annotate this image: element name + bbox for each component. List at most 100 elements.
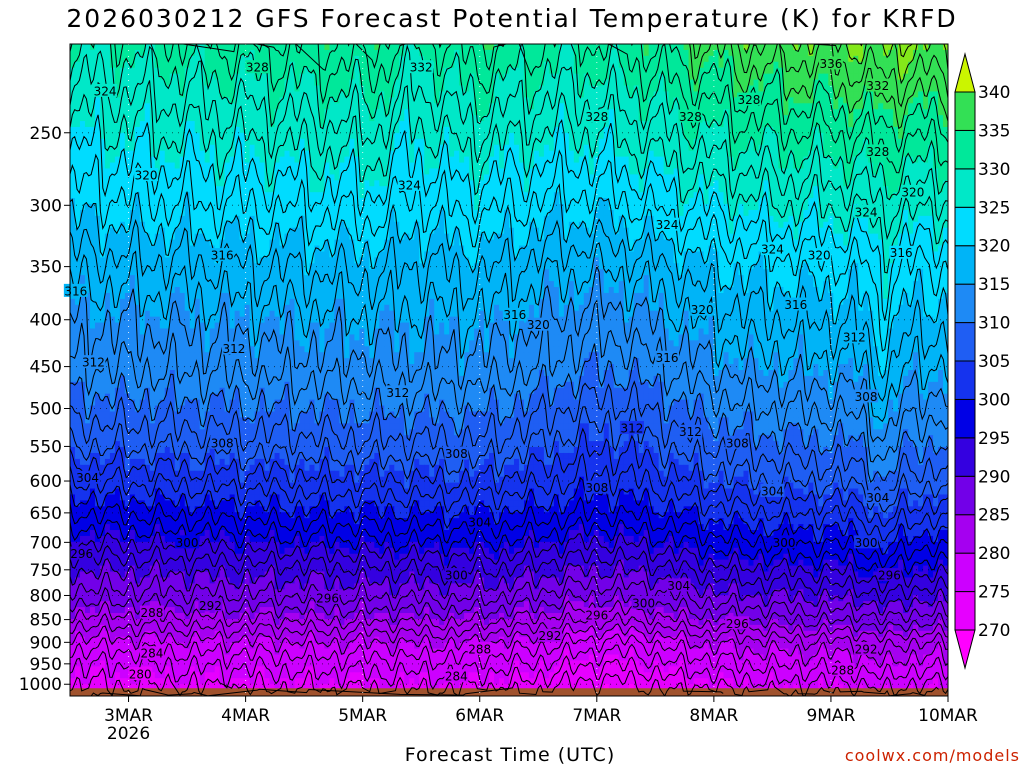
fill-cell — [384, 115, 390, 122]
fill-cell — [638, 61, 645, 69]
fill-cell — [558, 180, 565, 187]
fill-cell — [139, 150, 146, 158]
fill-cell — [394, 168, 400, 175]
fill-cell — [923, 109, 929, 116]
fill-cell — [643, 73, 650, 81]
fill-cell — [583, 144, 590, 152]
fill-cell — [678, 79, 685, 87]
fill-cell — [723, 192, 730, 199]
fill-cell — [70, 121, 76, 128]
fill-cell — [813, 180, 819, 187]
fill-cell — [124, 204, 131, 211]
fill-cell — [429, 103, 435, 110]
fill-cell — [518, 180, 525, 187]
fill-cell — [618, 85, 625, 93]
fill-cell — [494, 126, 500, 134]
fill-cell — [833, 79, 839, 87]
fill-cell — [908, 61, 914, 69]
fill-cell — [828, 144, 834, 152]
fill-cell — [673, 192, 680, 199]
fill-cell — [474, 79, 480, 87]
fill-cell — [628, 126, 635, 134]
fill-cell — [444, 109, 450, 116]
fill-cell — [773, 204, 779, 211]
fill-cell — [838, 49, 844, 57]
fill-cell — [464, 115, 470, 122]
fill-cell — [848, 67, 854, 75]
fill-cell — [504, 61, 510, 69]
fill-cell — [494, 73, 500, 81]
fill-cell — [479, 67, 485, 75]
fill-cell — [379, 79, 385, 87]
fill-cell — [339, 192, 345, 199]
fill-cell — [169, 156, 176, 164]
fill-cell — [568, 103, 575, 110]
fill-cell — [489, 85, 495, 93]
fill-cell — [264, 97, 271, 104]
fill-cell — [733, 150, 740, 158]
fill-cell — [868, 174, 874, 181]
fill-cell — [289, 121, 296, 128]
fill-cell — [344, 121, 350, 128]
fill-cell — [788, 61, 794, 69]
fill-cell — [748, 204, 755, 211]
fill-cell — [528, 138, 535, 146]
fill-cell — [848, 79, 854, 87]
fill-cell — [778, 150, 784, 158]
fill-cell — [803, 174, 809, 181]
fill-cell — [778, 204, 784, 211]
fill-cell — [723, 174, 730, 181]
fill-cell — [359, 174, 365, 181]
fill-cell — [439, 198, 445, 205]
fill-cell — [389, 138, 395, 146]
fill-cell — [603, 156, 610, 164]
fill-cell — [434, 138, 440, 146]
fill-cell — [658, 67, 665, 75]
fill-cell — [434, 44, 440, 51]
fill-cell — [334, 132, 340, 140]
fill-cell — [558, 49, 565, 57]
fill-cell — [279, 55, 286, 63]
fill-cell — [324, 73, 331, 81]
fill-cell — [933, 115, 939, 122]
fill-cell — [279, 168, 286, 175]
fill-cell — [89, 126, 96, 134]
fill-cell — [429, 121, 435, 128]
fill-cell — [558, 97, 565, 104]
fill-cell — [79, 180, 86, 187]
fill-cell — [259, 209, 266, 217]
fill-cell — [618, 79, 625, 87]
fill-cell — [588, 156, 595, 164]
fill-cell — [354, 109, 360, 116]
fill-cell — [843, 144, 849, 152]
fill-cell — [134, 44, 141, 51]
fill-cell — [878, 138, 884, 146]
fill-cell — [668, 121, 675, 128]
fill-cell — [299, 174, 306, 181]
fill-cell — [843, 115, 849, 122]
fill-cell — [788, 109, 794, 116]
fill-cell — [309, 85, 316, 93]
fill-cell — [124, 209, 131, 217]
fill-cell — [89, 97, 96, 104]
fill-cell — [923, 150, 929, 158]
fill-cell — [758, 156, 765, 164]
fill-cell — [439, 156, 445, 164]
fill-cell — [768, 204, 774, 211]
fill-cell — [364, 79, 370, 87]
fill-cell — [788, 97, 794, 104]
fill-cell — [873, 162, 879, 170]
fill-cell — [843, 156, 849, 164]
fill-cell — [349, 55, 355, 63]
fill-cell — [693, 73, 700, 81]
fill-cell — [938, 156, 944, 164]
fill-cell — [84, 204, 91, 211]
fill-cell — [249, 162, 256, 170]
fill-cell — [259, 198, 266, 205]
fill-cell — [124, 144, 131, 152]
fill-cell — [419, 97, 425, 104]
fill-cell — [648, 198, 655, 205]
fill-cell — [314, 168, 321, 175]
fill-cell — [349, 150, 355, 158]
fill-cell — [474, 150, 480, 158]
